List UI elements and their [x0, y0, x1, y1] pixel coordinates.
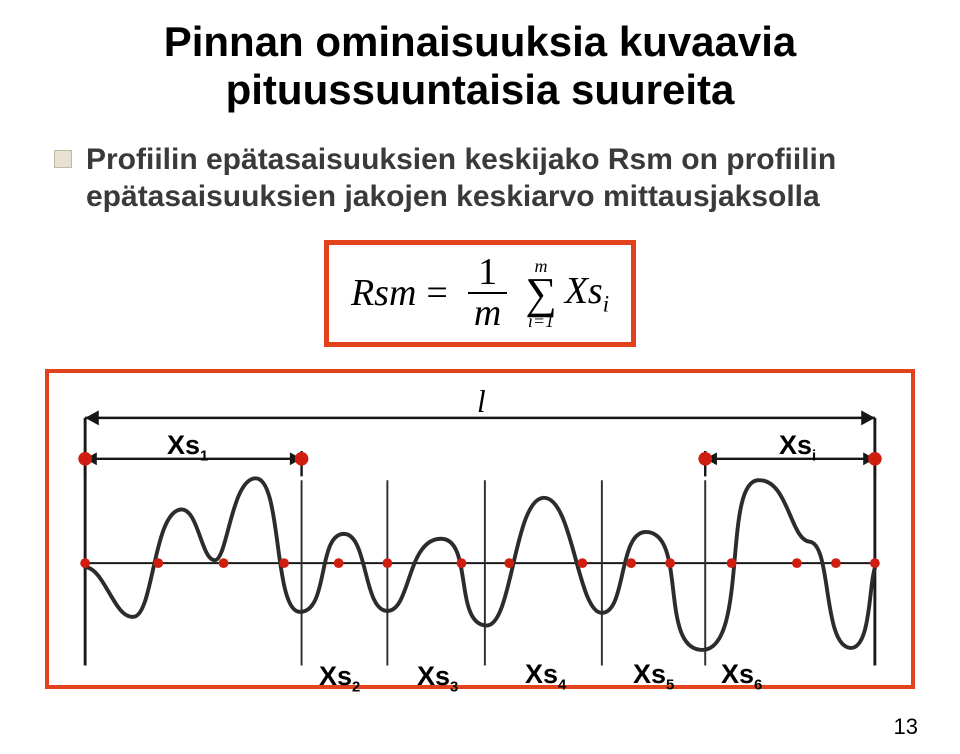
page-number: 13 — [894, 714, 918, 740]
title-line-2: pituussuuntaisia suureita — [40, 66, 920, 114]
xs-label-top_right: Xsi — [779, 430, 816, 464]
formula-eq: = — [426, 271, 447, 315]
rhs-sub: i — [603, 292, 609, 317]
formula-sum: m ∑ i=1 — [525, 257, 556, 330]
bullet-text: Profiilin epätasaisuuksien keskijako Rsm… — [86, 141, 886, 216]
formula-lhs: Rsm — [351, 271, 416, 315]
xs-label-top_left: Xs1 — [167, 430, 208, 464]
profile-diagram: l — [49, 373, 911, 685]
xs-label-b3: Xs3 — [417, 661, 458, 695]
formula: Rsm = 1 m m ∑ i=1 Xsi — [351, 253, 609, 335]
title-line-1: Pinnan ominaisuuksia kuvaavia — [40, 18, 920, 66]
page-title: Pinnan ominaisuuksia kuvaavia pituussuun… — [40, 18, 920, 115]
bullet-row: Profiilin epätasaisuuksien keskijako Rsm… — [54, 141, 920, 216]
sum-lower: i=1 — [528, 312, 554, 330]
xs-label-b2: Xs2 — [319, 661, 360, 695]
frac-den: m — [468, 294, 507, 334]
formula-box: Rsm = 1 m m ∑ i=1 Xsi — [324, 240, 636, 348]
figure-container: l Xs1XsiXs2Xs3Xs4Xs5Xs6 — [40, 369, 920, 689]
xs-label-b6: Xs6 — [721, 659, 762, 693]
formula-rhs: Xsi — [565, 269, 609, 318]
sigma-symbol: ∑ — [525, 275, 556, 312]
figure-box: l Xs1XsiXs2Xs3Xs4Xs5Xs6 — [45, 369, 915, 689]
xs-label-b4: Xs4 — [525, 659, 566, 693]
bullet-marker — [54, 150, 72, 168]
formula-fraction: 1 m — [468, 253, 507, 335]
formula-container: Rsm = 1 m m ∑ i=1 Xsi — [40, 240, 920, 348]
rhs-base: Xs — [565, 270, 603, 312]
frac-num: 1 — [468, 253, 507, 295]
svg-text:l: l — [477, 384, 486, 419]
xs-label-b5: Xs5 — [633, 659, 674, 693]
